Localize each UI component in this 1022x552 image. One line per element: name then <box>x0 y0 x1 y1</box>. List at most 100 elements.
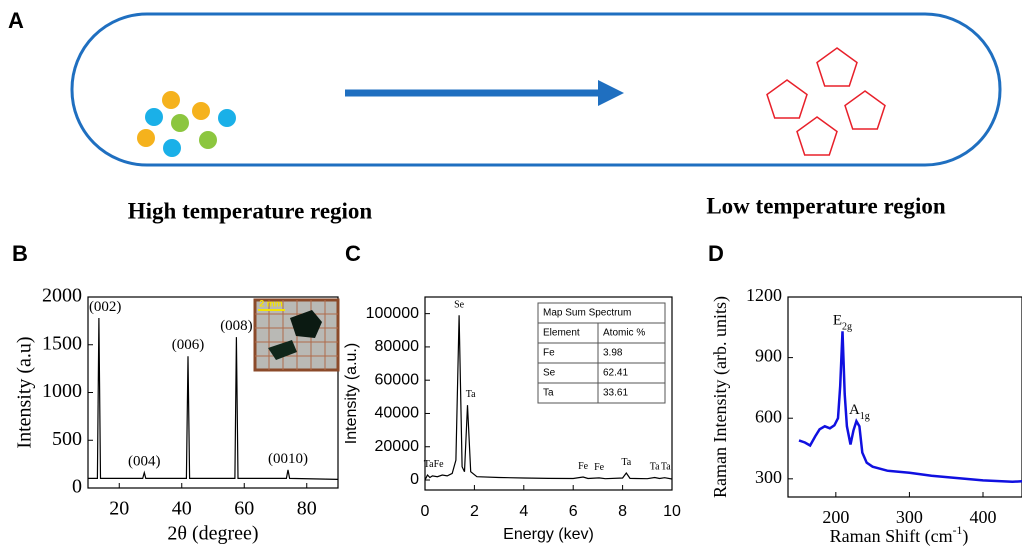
peak-label: Fe <box>434 459 445 470</box>
panel-label: C <box>345 241 361 266</box>
dot <box>137 129 155 147</box>
peak-label: A1g <box>849 403 870 422</box>
arrow-head <box>598 80 624 106</box>
peak-label-text: Ta <box>661 462 671 473</box>
peak-label-text: (008) <box>220 319 253 335</box>
pentagon <box>845 91 885 129</box>
peak-label-text: (002) <box>89 299 122 315</box>
y-tick-label: 0 <box>410 471 419 488</box>
scale-label: 2 mm <box>259 298 283 308</box>
peak-label: Ta <box>661 462 671 473</box>
peak-label: (008) <box>220 319 253 335</box>
dot <box>171 114 189 132</box>
x-tick-label: 2 <box>470 503 479 520</box>
y-tick-label: 40000 <box>375 405 420 422</box>
dot <box>218 109 236 127</box>
table-header: Element <box>543 328 580 339</box>
peak-label-sub: 1g <box>860 411 870 422</box>
x-tick-label: 80 <box>297 498 317 520</box>
precursor-dots <box>137 91 236 157</box>
y-tick-label: 1200 <box>746 285 782 305</box>
y-tick-label: 80000 <box>375 338 420 355</box>
figure: A High temperature region Low temperatur… <box>0 0 1022 552</box>
peak-label-text: Se <box>454 300 465 311</box>
y-tick-label: 2000 <box>42 285 82 307</box>
peak-label-text: E <box>833 313 842 329</box>
y-axis-label: Intensity (a.u.) <box>343 343 360 444</box>
x-tick-label: 4 <box>519 503 528 520</box>
peak-label: Ta <box>650 462 660 473</box>
x-tick-label: 300 <box>896 507 923 527</box>
y-tick-label: 100000 <box>366 305 419 322</box>
x-axis-label: 2θ (degree) <box>167 523 258 545</box>
x-axis-label: Energy (kev) <box>503 526 594 543</box>
y-tick-label: 600 <box>755 406 782 426</box>
panel-label: A <box>8 8 24 33</box>
y-tick-label: 500 <box>52 428 82 450</box>
table-cell: 3.98 <box>603 348 623 359</box>
panel-label: B <box>12 241 28 266</box>
table-title: Map Sum Spectrum <box>543 308 631 319</box>
y-tick-label: 1500 <box>42 332 82 354</box>
peak-label: Se <box>454 300 465 311</box>
crystals <box>767 48 885 155</box>
x-tick-label: 40 <box>172 498 192 520</box>
dot <box>199 131 217 149</box>
peak-label-text: (004) <box>128 454 161 470</box>
x-axis-label-part: -1 <box>953 524 963 537</box>
peak-label-text: Ta <box>466 389 476 400</box>
peak-label: (006) <box>172 338 205 354</box>
y-tick-label: 300 <box>755 467 782 487</box>
y-tick-label: 1000 <box>42 380 82 402</box>
spectrum-line <box>799 331 1022 482</box>
table-cell: Ta <box>543 388 554 399</box>
table-header: Atomic % <box>603 328 645 339</box>
x-tick-label: 60 <box>234 498 254 520</box>
peak-label: (004) <box>128 454 161 470</box>
peak-label-text: (0010) <box>268 451 308 467</box>
peak-label-text: Fe <box>434 459 445 470</box>
peak-label-text: Ta <box>621 457 631 468</box>
pentagon <box>767 80 807 118</box>
x-axis-label: Raman Shift (cm-1) <box>830 524 969 547</box>
x-axis-label-part: Raman Shift (cm <box>830 526 953 547</box>
peak-label-text: A <box>849 403 860 419</box>
dot <box>192 102 210 120</box>
table-cell: Se <box>543 368 556 379</box>
peak-label: Ta <box>621 457 631 468</box>
peak-label: E2g <box>833 313 852 332</box>
x-tick-label: 10 <box>663 503 681 520</box>
region-label: High temperature region <box>128 198 373 223</box>
x-tick-label: 200 <box>822 507 849 527</box>
peak-label: (0010) <box>268 451 308 467</box>
y-tick-label: 60000 <box>375 371 420 388</box>
panel-label: D <box>708 241 724 266</box>
y-tick-label: 900 <box>755 346 782 366</box>
region-label: Low temperature region <box>706 193 946 218</box>
x-tick-label: 400 <box>970 507 997 527</box>
table-cell: Fe <box>543 348 555 359</box>
peak-label: (002) <box>89 299 122 315</box>
y-tick-label: 0 <box>72 476 82 498</box>
pentagon <box>817 48 857 86</box>
x-axis-label-part: ) <box>962 526 968 547</box>
x-tick-label: 0 <box>421 503 430 520</box>
y-axis-label: Raman Intensity (arb. units) <box>710 296 731 498</box>
peak-label-sub: 2g <box>842 321 852 332</box>
x-tick-label: 20 <box>109 498 129 520</box>
peak-label-text: (006) <box>172 338 205 354</box>
y-axis-label: Intensity (a.u) <box>14 336 36 448</box>
peak-label-text: Fe <box>594 462 605 473</box>
dot <box>162 91 180 109</box>
plot-frame <box>788 297 1022 497</box>
table-cell: 62.41 <box>603 368 628 379</box>
peak-label-text: Fe <box>578 461 589 472</box>
x-tick-label: 6 <box>569 503 578 520</box>
peak-label: Ta <box>466 389 476 400</box>
peak-label: Fe <box>578 461 589 472</box>
y-tick-label: 20000 <box>375 438 420 455</box>
pentagon <box>797 117 837 155</box>
table-cell: 33.61 <box>603 388 628 399</box>
dot <box>163 139 181 157</box>
